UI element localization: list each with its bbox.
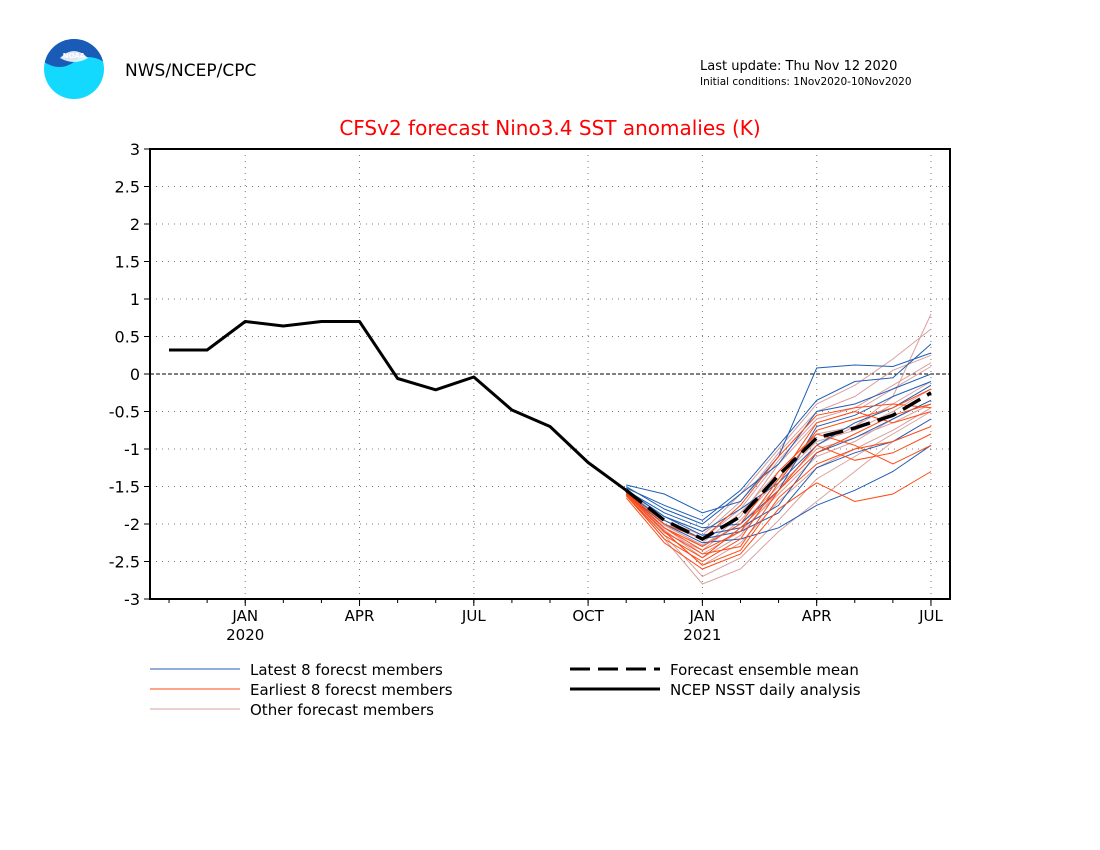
x-tick-label: JUL xyxy=(918,607,943,625)
y-tick-label: -3 xyxy=(124,590,140,609)
earliest-member-line xyxy=(625,403,932,540)
chart-title: CFSv2 forecast Nino3.4 SST anomalies (K) xyxy=(339,116,760,140)
earliest-member-line xyxy=(625,388,932,563)
x-year-label: 2021 xyxy=(683,626,721,644)
y-tick-label: 2.5 xyxy=(115,178,140,197)
legend-mean-label: Forecast ensemble mean xyxy=(670,661,859,679)
earliest-member-line xyxy=(625,426,932,566)
latest-member-line xyxy=(625,444,932,544)
x-tick-label: JUL xyxy=(461,607,486,625)
x-tick-label: APR xyxy=(802,607,832,625)
y-tick-label: 0 xyxy=(130,365,140,384)
series-layer xyxy=(169,313,932,585)
y-tick-label: 1 xyxy=(130,290,140,309)
observed-line xyxy=(169,320,628,492)
latest-member-line xyxy=(626,352,932,514)
y-tick-label: 0.5 xyxy=(115,328,140,347)
y-tick-label: 1.5 xyxy=(115,253,140,272)
earliest-member-line xyxy=(625,471,932,570)
x-tick-label: APR xyxy=(345,607,375,625)
y-tick-label: -1 xyxy=(124,440,140,459)
y-tick-label: 2 xyxy=(130,215,140,234)
plot-frame xyxy=(149,148,951,600)
x-tick-label: JAN xyxy=(231,607,258,625)
grid xyxy=(150,149,950,599)
x-tick-label: OCT xyxy=(572,607,604,625)
logo-text: NOAA xyxy=(63,52,86,60)
latest-member-line xyxy=(625,373,932,525)
agency-label: NWS/NCEP/CPC xyxy=(125,61,256,81)
legend-observed-label: NCEP NSST daily analysis xyxy=(670,681,861,699)
other-member-line xyxy=(625,388,932,551)
latest-member-line xyxy=(625,399,932,536)
other-member-line xyxy=(625,411,932,578)
latest-member-line xyxy=(625,343,932,521)
legend-earliest-label: Earliest 8 forecst members xyxy=(250,681,453,699)
other-member-line xyxy=(625,403,932,546)
legend: Latest 8 forecst members Earliest 8 fore… xyxy=(150,661,861,719)
noaa-logo: NOAA xyxy=(44,39,104,99)
y-tick-label: -2.5 xyxy=(109,553,140,572)
y-tick-label: -2 xyxy=(124,515,140,534)
y-tick-label: 3 xyxy=(130,140,140,159)
y-tick-label: -1.5 xyxy=(109,478,140,497)
y-axis: 3 2.5 2 1.5 1 0.5 0 -0.5 -1 -1.5 -2 -2.5 -3 xyxy=(109,140,150,609)
legend-latest-label: Latest 8 forecst members xyxy=(250,661,443,679)
other-member-line xyxy=(625,399,932,555)
ensemble-mean-line xyxy=(625,391,932,541)
legend-other-label: Other forecast members xyxy=(250,701,434,719)
y-tick-label: -0.5 xyxy=(109,403,140,422)
earliest-member-line xyxy=(625,433,932,548)
last-update: Last update: Thu Nov 12 2020 xyxy=(700,59,897,74)
other-member-line xyxy=(625,418,932,585)
x-tick-label: JAN xyxy=(689,607,716,625)
x-year-label: 2020 xyxy=(226,626,264,644)
initial-conditions: Initial conditions: 1Nov2020-10Nov2020 xyxy=(700,76,912,88)
